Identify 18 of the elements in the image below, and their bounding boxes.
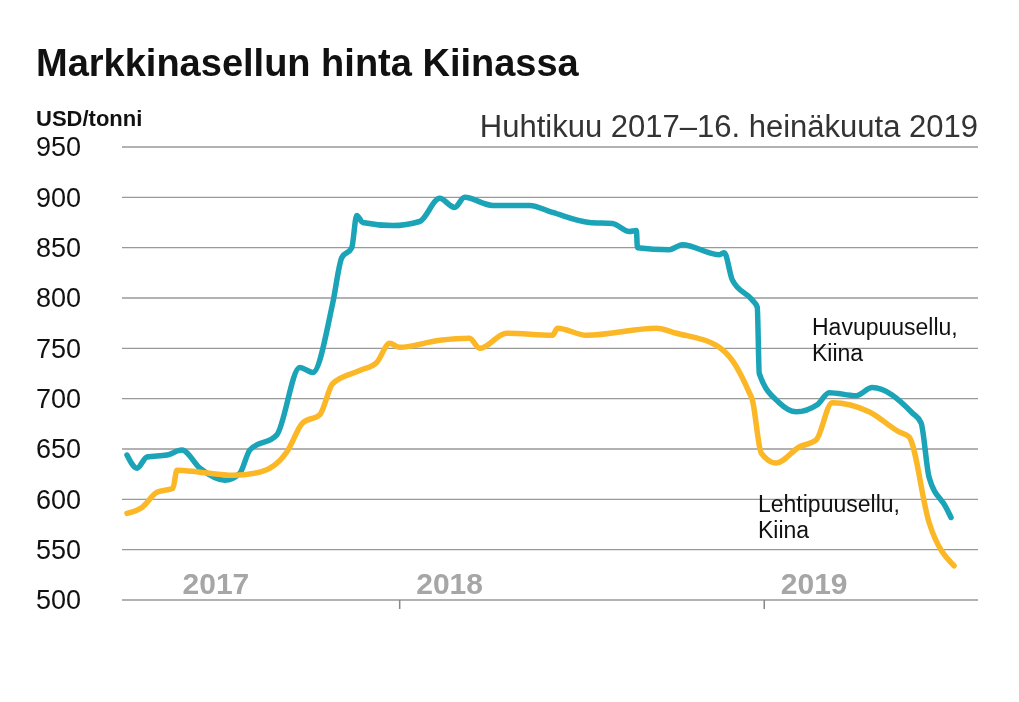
y-axis-title: USD/tonni — [36, 106, 143, 131]
y-tick-label: 650 — [36, 434, 82, 465]
y-tick-label: 850 — [36, 233, 82, 264]
x-tick-label: 2019 — [780, 567, 848, 600]
y-tick-label: 600 — [36, 484, 82, 515]
y-tick-label: 700 — [36, 384, 82, 415]
y-tick-label: 500 — [36, 585, 82, 616]
y-tick-label: 900 — [36, 182, 82, 213]
y-tick-label: 950 — [36, 132, 82, 163]
y-tick-label: 750 — [36, 333, 82, 364]
x-tick-label: 2018 — [416, 567, 483, 600]
y-tick-label: 800 — [36, 283, 82, 314]
x-tick-label: 2017 — [182, 567, 250, 600]
chart-subtitle: Huhtikuu 2017–16. heinäkuuta 2019 — [479, 109, 978, 144]
y-tick-label: 550 — [36, 535, 82, 566]
chart-title: Markkinasellun hinta Kiinassa — [36, 42, 580, 84]
series-label: Lehtipuusellu, Kiina — [758, 491, 900, 543]
series-label: Havupuusellu, Kiina — [812, 314, 958, 366]
